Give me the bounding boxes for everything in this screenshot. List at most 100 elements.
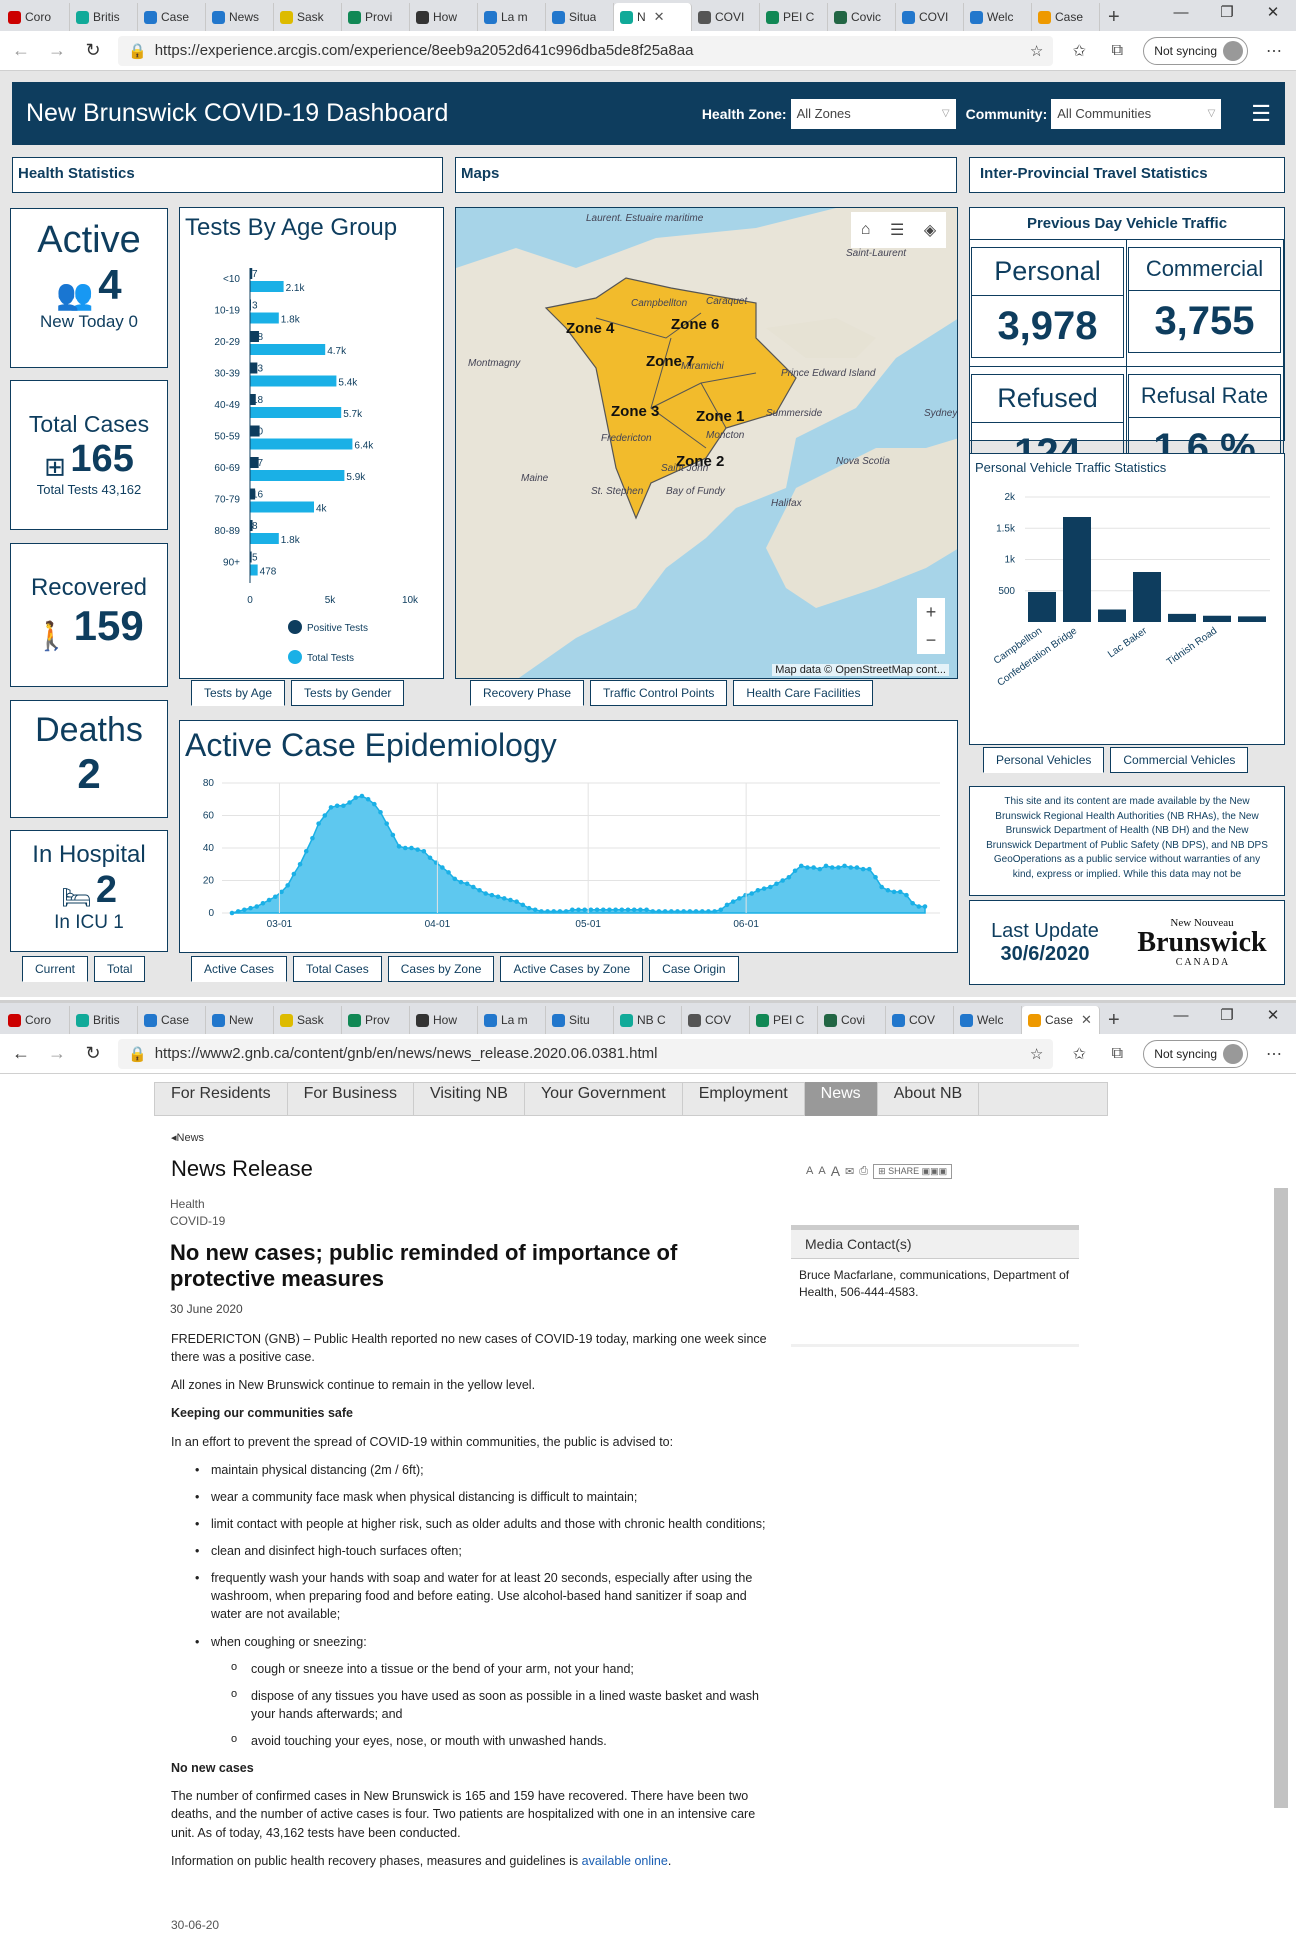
email-icon[interactable]: ✉: [845, 1165, 855, 1178]
zoom-in-button[interactable]: +: [925, 602, 937, 622]
tab-current[interactable]: Current: [22, 956, 89, 982]
scrollbar[interactable]: [1274, 1188, 1288, 1808]
new-tab-button[interactable]: +: [1108, 6, 1120, 28]
text-medium-icon[interactable]: A: [818, 1165, 826, 1177]
favorites-icon[interactable]: ✩: [1072, 42, 1086, 60]
favorite-star-icon[interactable]: ☆: [1029, 42, 1044, 60]
favorite-star-icon[interactable]: ☆: [1029, 1045, 1044, 1063]
nav-item[interactable]: Employment: [683, 1082, 805, 1116]
nav-item[interactable]: For Business: [288, 1082, 414, 1116]
url-field[interactable]: 🔒 https://www2.gnb.ca/content/gnb/en/new…: [118, 1038, 1054, 1069]
browser-tab[interactable]: Case: [1032, 3, 1100, 31]
restore-button[interactable]: ❐: [1220, 4, 1234, 21]
browser-tab[interactable]: Sask: [274, 3, 342, 31]
home-icon[interactable]: ⌂: [860, 221, 871, 238]
browser-tab[interactable]: Coro: [2, 1006, 70, 1034]
browser-tab[interactable]: News: [206, 3, 274, 31]
browser-tab[interactable]: Prov: [342, 1006, 410, 1034]
browser-tab[interactable]: Coro: [2, 3, 70, 31]
browser-tab[interactable]: Covic: [828, 3, 896, 31]
breadcrumb[interactable]: ◂News: [171, 1132, 205, 1144]
community-select[interactable]: All Communities ▽: [1051, 98, 1222, 129]
browser-tab[interactable]: Britis: [70, 3, 138, 31]
map-zone-label[interactable]: Zone 7: [646, 353, 695, 370]
browser-tab[interactable]: Covi: [818, 1006, 886, 1034]
browser-tab[interactable]: Situ: [546, 1006, 614, 1034]
tab-personal-vehicles[interactable]: Personal Vehicles: [983, 747, 1105, 773]
browser-tab[interactable]: La m: [478, 3, 546, 31]
sync-button[interactable]: Not syncing: [1143, 1039, 1248, 1068]
close-tab-icon[interactable]: ✕: [1081, 1012, 1092, 1027]
browser-tab[interactable]: COV: [682, 1006, 750, 1034]
hamburger-menu-icon[interactable]: ☰: [1251, 100, 1271, 126]
zoom-out-button[interactable]: −: [925, 630, 937, 650]
tab-commercial-vehicles[interactable]: Commercial Vehicles: [1110, 747, 1249, 773]
map-zone-label[interactable]: Zone 2: [676, 453, 725, 470]
minimize-button[interactable]: —: [1173, 1007, 1189, 1024]
browser-tab[interactable]: COVI: [692, 3, 760, 31]
tab-active-cases-by-zone[interactable]: Active Cases by Zone: [500, 956, 644, 982]
available-online-link[interactable]: available online: [581, 1853, 668, 1868]
collections-icon[interactable]: ⧉: [1111, 1044, 1124, 1062]
nav-item[interactable]: About NB: [878, 1082, 980, 1116]
browser-tab[interactable]: Welc: [954, 1006, 1022, 1034]
legend-list-icon[interactable]: ☰: [889, 222, 905, 239]
map-panel[interactable]: Zone 4 Zone 6 Zone 7 Zone 3 Zone 1 Zone 2 Sain…: [455, 207, 958, 679]
forward-icon[interactable]: →: [48, 40, 66, 60]
layers-icon[interactable]: ◈: [923, 222, 937, 239]
browser-tab[interactable]: N ✕: [614, 3, 692, 31]
tab-recovery-phase[interactable]: Recovery Phase: [470, 680, 585, 706]
more-icon[interactable]: ⋯: [1266, 1045, 1282, 1063]
browser-tab[interactable]: COVI: [896, 3, 964, 31]
browser-tab[interactable]: How: [410, 1006, 478, 1034]
map-zone-label[interactable]: Zone 6: [671, 316, 720, 333]
browser-tab[interactable]: Situa: [546, 3, 614, 31]
browser-tab[interactable]: NB C: [614, 1006, 682, 1034]
refresh-icon[interactable]: ↻: [85, 1043, 101, 1063]
tab-total-cases[interactable]: Total Cases: [293, 956, 382, 982]
minimize-button[interactable]: —: [1173, 4, 1189, 21]
nav-item[interactable]: Visiting NB: [414, 1082, 525, 1116]
favorites-icon[interactable]: ✩: [1072, 1045, 1086, 1063]
restore-button[interactable]: ❐: [1220, 1007, 1234, 1024]
forward-icon[interactable]: →: [48, 1043, 66, 1063]
tab-active-cases[interactable]: Active Cases: [191, 956, 288, 982]
tab-tests-by-gender[interactable]: Tests by Gender: [291, 680, 405, 706]
tab-total[interactable]: Total: [94, 956, 146, 982]
map-zone-label[interactable]: Zone 4: [566, 320, 615, 337]
back-icon[interactable]: ←: [12, 1043, 30, 1063]
print-icon[interactable]: ⎙: [859, 1164, 869, 1177]
browser-tab[interactable]: How: [410, 3, 478, 31]
tab-traffic-control-points[interactable]: Traffic Control Points: [590, 680, 728, 706]
browser-tab[interactable]: PEI C: [760, 3, 828, 31]
browser-tab[interactable]: Case: [138, 3, 206, 31]
browser-tab[interactable]: New: [206, 1006, 274, 1034]
tab-case-origin[interactable]: Case Origin: [649, 956, 739, 982]
health-zone-select[interactable]: All Zones ▽: [790, 98, 956, 129]
browser-tab[interactable]: Sask: [274, 1006, 342, 1034]
close-window-button[interactable]: ✕: [1266, 4, 1280, 21]
browser-tab[interactable]: La m: [478, 1006, 546, 1034]
new-tab-button[interactable]: +: [1108, 1009, 1120, 1031]
refresh-icon[interactable]: ↻: [85, 40, 101, 60]
more-icon[interactable]: ⋯: [1266, 42, 1282, 60]
close-tab-icon[interactable]: ✕: [653, 9, 665, 24]
browser-tab[interactable]: Case: [138, 1006, 206, 1034]
tab-cases-by-zone[interactable]: Cases by Zone: [387, 956, 495, 982]
tab-health-care-facilities[interactable]: Health Care Facilities: [733, 680, 874, 706]
url-field[interactable]: 🔒 https://experience.arcgis.com/experien…: [118, 35, 1054, 66]
browser-tab[interactable]: PEI C: [750, 1006, 818, 1034]
text-large-icon[interactable]: A: [830, 1163, 841, 1179]
nav-item[interactable]: For Residents: [155, 1082, 288, 1116]
browser-tab[interactable]: Case ✕: [1022, 1006, 1100, 1034]
browser-tab[interactable]: Provi: [342, 3, 410, 31]
close-window-button[interactable]: ✕: [1266, 1007, 1280, 1024]
map-zone-label[interactable]: Zone 1: [696, 408, 745, 425]
back-icon[interactable]: ←: [12, 40, 30, 60]
map-zone-label[interactable]: Zone 3: [611, 403, 660, 420]
nav-item[interactable]: Your Government: [525, 1082, 683, 1116]
browser-tab[interactable]: COV: [886, 1006, 954, 1034]
nav-item[interactable]: News: [804, 1082, 878, 1116]
sync-button[interactable]: Not syncing: [1143, 36, 1248, 65]
tab-tests-by-age[interactable]: Tests by Age: [191, 680, 286, 706]
